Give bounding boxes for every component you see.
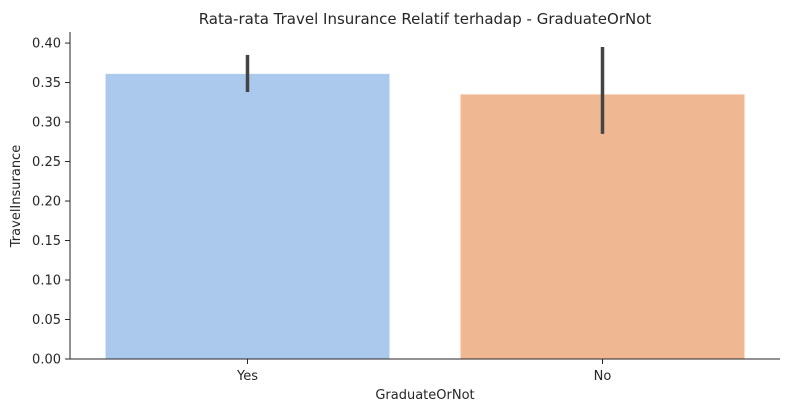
y-tick-label: 0.30: [32, 116, 61, 131]
bar-no: [460, 94, 745, 359]
y-axis: 0.00 0.05 0.10 0.15 0.20 0.25 0.30 0.35 0.40: [32, 32, 71, 368]
x-tick-label-yes: Yes: [236, 369, 258, 384]
bars-group: [105, 73, 745, 360]
y-tick-label: 0.25: [32, 155, 61, 170]
x-axis-label: GraduateOrNot: [375, 388, 474, 403]
y-tick-label: 0.35: [32, 76, 61, 91]
y-tick-label: 0.15: [32, 234, 61, 249]
y-tick-label: 0.05: [32, 313, 61, 328]
y-tick-label: 0.40: [32, 37, 61, 52]
x-tick-label-no: No: [594, 369, 612, 384]
y-tick-label: 0.00: [32, 353, 61, 368]
y-axis-label: TravelInsurance: [9, 145, 24, 248]
y-tick-label: 0.10: [32, 274, 61, 289]
x-axis: Yes No: [70, 358, 780, 384]
y-tick-label: 0.20: [32, 195, 61, 210]
error-bars-group: [245, 47, 605, 134]
bar-yes: [105, 73, 390, 360]
chart-title: Rata-rata Travel Insurance Relatif terha…: [199, 10, 652, 28]
